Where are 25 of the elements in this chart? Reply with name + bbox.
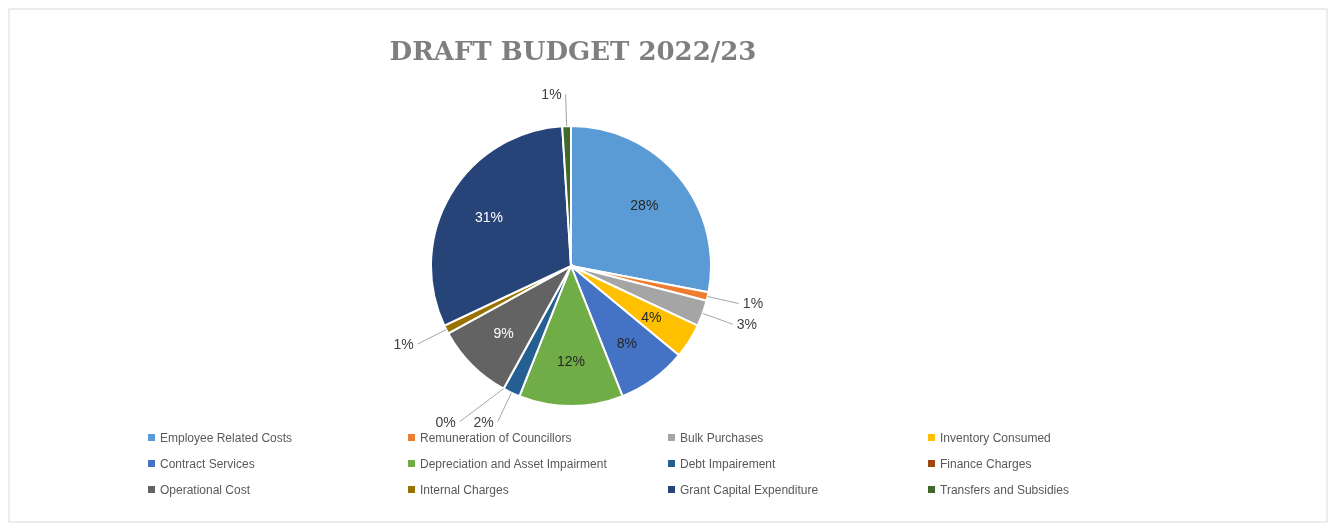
data-label: 9% <box>493 325 514 342</box>
data-label: 1% <box>541 85 562 102</box>
legend-label: Remuneration of Councillors <box>420 431 572 446</box>
legend-label: Transfers and Subsidies <box>940 483 1069 498</box>
legend-label: Depreciation and Asset Impairment <box>420 457 608 472</box>
legend-label: Employee Related Costs <box>160 431 293 446</box>
data-label: 1% <box>742 295 764 312</box>
data-label: 4% <box>641 308 662 325</box>
data-label: 3% <box>736 316 758 333</box>
legend-label: Debt Impairement <box>680 457 777 472</box>
legend-label: Bulk Purchases <box>680 431 764 446</box>
legend-label: Grant Capital Expenditure <box>680 483 819 498</box>
legend-label: Contract Services <box>160 457 255 472</box>
data-label: 2% <box>473 413 494 430</box>
data-label: 12% <box>556 353 586 370</box>
data-label: 31% <box>475 209 504 226</box>
legend-label: Inventory Consumed <box>940 431 1051 446</box>
legend-label: Internal Charges <box>420 483 509 498</box>
legend-label: Finance Charges <box>940 457 1032 472</box>
data-label: 8% <box>616 334 638 351</box>
data-label: 28% <box>630 197 659 214</box>
data-label: 1% <box>393 335 414 352</box>
legend-label: Operational Cost <box>160 483 251 498</box>
text: 0% <box>435 413 456 430</box>
chart-title: DRAFT BUDGET 2022/23 <box>389 36 757 66</box>
